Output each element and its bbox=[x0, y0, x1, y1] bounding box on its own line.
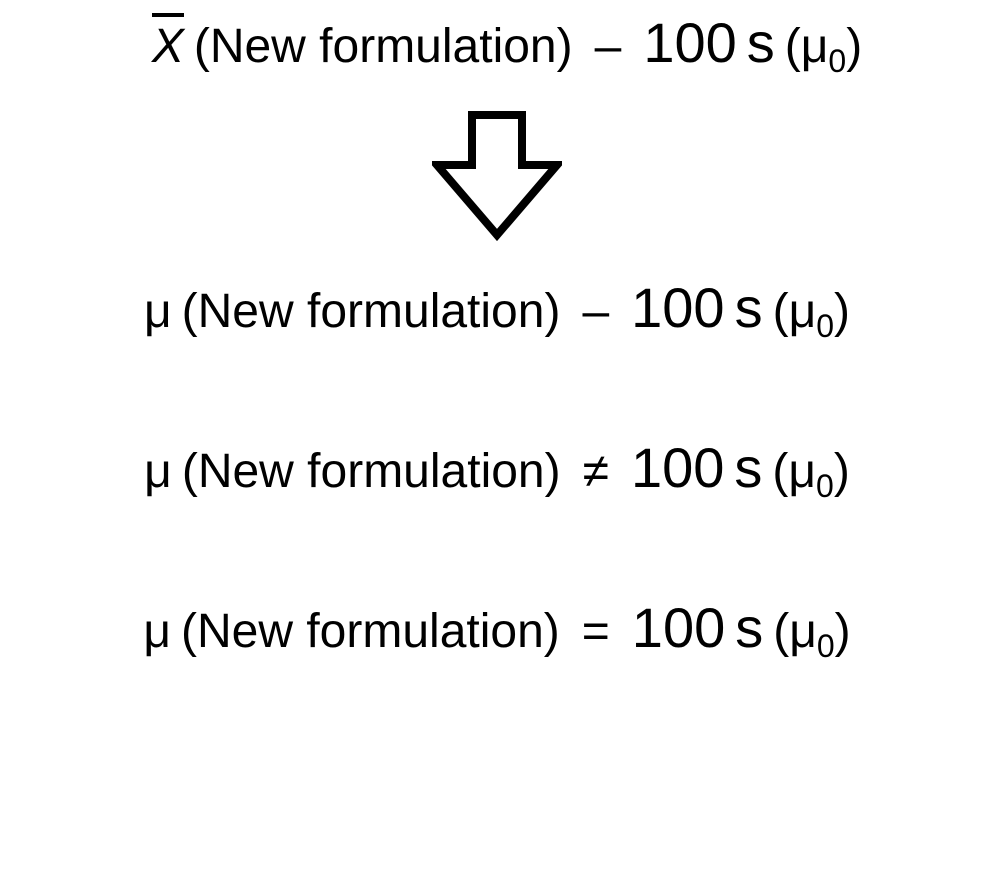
down-arrow-container bbox=[432, 105, 562, 245]
subscript-r4: 0 bbox=[817, 628, 835, 665]
right-paren-close-4: ) bbox=[835, 604, 851, 659]
unit-4: s bbox=[735, 595, 763, 660]
value-4: 100 bbox=[632, 595, 725, 660]
right-paren-close-2: ) bbox=[834, 284, 850, 339]
paren-label-3: (New formulation) bbox=[182, 444, 561, 499]
right-paren-open-3: ( bbox=[772, 444, 788, 499]
subscript-r1: 0 bbox=[828, 43, 846, 80]
right-paren-open-4: ( bbox=[773, 604, 789, 659]
operator-4: = bbox=[582, 604, 610, 659]
value-3: 100 bbox=[631, 435, 724, 500]
mu-symbol-3: μ bbox=[144, 444, 172, 499]
down-arrow-icon bbox=[432, 105, 562, 245]
unit-1: s bbox=[747, 10, 775, 75]
mu-zero-4: μ 0 bbox=[789, 604, 834, 659]
mu-zero-1: μ 0 bbox=[801, 19, 846, 74]
paren-label-2: (New formulation) bbox=[182, 284, 561, 339]
x-letter: X bbox=[152, 20, 184, 73]
right-paren-open-2: ( bbox=[773, 284, 789, 339]
mu-zero-3: μ 0 bbox=[788, 444, 833, 499]
equation-line-3: μ (New formulation) ≠ 100 s ( μ 0 ) bbox=[144, 435, 850, 500]
mu-zero-2: μ 0 bbox=[789, 284, 834, 339]
subscript-r3: 0 bbox=[816, 468, 834, 505]
right-paren-open-1: ( bbox=[785, 19, 801, 74]
mu-symbol-r2: μ bbox=[789, 284, 817, 339]
operator-2: – bbox=[582, 284, 609, 339]
paren-label-4: (New formulation) bbox=[181, 604, 560, 659]
right-paren-close-1: ) bbox=[846, 19, 862, 74]
operator-3: ≠ bbox=[583, 444, 609, 499]
unit-3: s bbox=[734, 435, 762, 500]
mu-symbol-r3: μ bbox=[788, 444, 816, 499]
equation-line-1: X (New formulation) – 100 s ( μ 0 ) bbox=[152, 10, 862, 75]
paren-label-1: (New formulation) bbox=[194, 19, 573, 74]
overline bbox=[152, 13, 184, 17]
mu-symbol-r4: μ bbox=[789, 604, 817, 659]
mu-symbol-r1: μ bbox=[801, 19, 829, 74]
xbar-symbol: X bbox=[152, 19, 184, 74]
value-1: 100 bbox=[643, 10, 736, 75]
equation-line-2: μ (New formulation) – 100 s ( μ 0 ) bbox=[144, 275, 850, 340]
unit-2: s bbox=[735, 275, 763, 340]
right-paren-close-3: ) bbox=[834, 444, 850, 499]
subscript-r2: 0 bbox=[816, 308, 834, 345]
value-2: 100 bbox=[631, 275, 724, 340]
mu-symbol-4: μ bbox=[143, 604, 171, 659]
equation-line-4: μ (New formulation) = 100 s ( μ 0 ) bbox=[143, 595, 850, 660]
mu-symbol-2: μ bbox=[144, 284, 172, 339]
operator-1: – bbox=[595, 19, 622, 74]
